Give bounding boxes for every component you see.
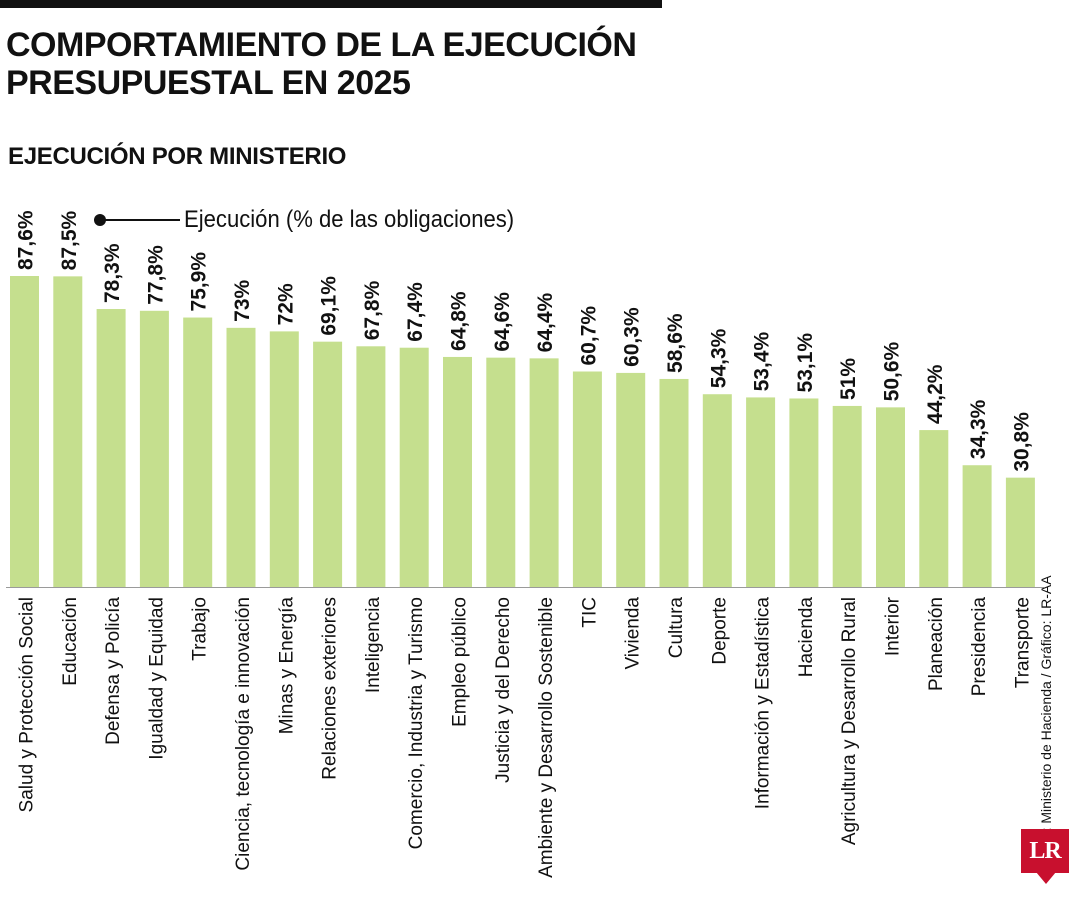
value-label-5: 73% [231, 279, 254, 321]
value-label-21: 44,2% [924, 364, 947, 424]
category-label-8: Inteligencia [363, 597, 384, 694]
bar-16 [702, 394, 732, 587]
category-label-23: Transporte [1012, 597, 1033, 688]
category-label-2: Defensa y Policía [103, 597, 124, 745]
bar-3 [139, 310, 169, 587]
top-rule [0, 0, 662, 8]
value-label-16: 54,3% [707, 328, 730, 388]
value-label-8: 67,8% [361, 280, 384, 340]
bar-19 [832, 405, 862, 587]
category-label-13: TIC [579, 597, 600, 628]
value-label-3: 77,8% [144, 245, 167, 305]
value-label-6: 72% [274, 283, 297, 325]
bar-0 [10, 276, 39, 587]
category-label-3: Igualdad y Equidad [146, 597, 167, 760]
value-label-18: 53,1% [794, 333, 817, 393]
legend-line [104, 219, 180, 221]
category-label-22: Presidencia [969, 597, 990, 697]
category-label-19: Agricultura y Desarrollo Rural [839, 597, 860, 845]
value-label-10: 64,8% [448, 291, 471, 351]
value-label-9: 67,4% [404, 282, 427, 342]
category-label-10: Empleo público [450, 597, 471, 727]
value-label-17: 53,4% [751, 332, 774, 392]
value-label-23: 30,8% [1010, 412, 1033, 472]
bar-15 [659, 378, 689, 587]
value-label-1: 87,5% [58, 210, 81, 270]
chart-title: COMPORTAMIENTO DE LA EJECUCIÓN PRESUPUES… [6, 26, 637, 102]
value-label-19: 51% [837, 358, 860, 400]
lr-logo-tail [1036, 872, 1056, 884]
value-label-22: 34,3% [967, 399, 990, 459]
bar-8 [356, 346, 386, 587]
legend-label: Ejecución (% de las obligaciones) [184, 206, 515, 233]
bar-2 [96, 309, 126, 587]
bar-7 [313, 341, 343, 587]
bar-6 [269, 331, 299, 587]
category-label-7: Relaciones exteriores [320, 597, 341, 780]
bar-11 [486, 357, 516, 587]
category-label-16: Deporte [709, 597, 730, 665]
bar-4 [183, 317, 213, 587]
bar-1 [53, 276, 83, 587]
value-label-13: 60,7% [577, 306, 600, 366]
category-label-15: Cultura [666, 597, 687, 659]
bar-23 [1005, 477, 1035, 587]
value-label-2: 78,3% [101, 243, 124, 303]
category-label-4: Trabajo [190, 597, 211, 661]
value-label-15: 58,6% [664, 313, 687, 373]
category-label-21: Planeación [926, 597, 947, 691]
value-label-0: 87,6% [15, 210, 38, 270]
category-label-12: Ambiente y Desarrollo Sostenible [536, 597, 557, 878]
bar-22 [962, 465, 992, 587]
category-label-9: Comercio, Industria y Turismo [406, 597, 427, 849]
bar-10 [443, 356, 472, 587]
source-note: Fuente: Ministerio de Hacienda / Gráfico… [1038, 575, 1054, 875]
bar-12 [529, 358, 559, 587]
category-label-6: Minas y Energía [276, 597, 297, 735]
bar-17 [746, 397, 776, 587]
value-label-11: 64,6% [491, 292, 514, 352]
value-label-4: 75,9% [188, 252, 211, 312]
value-label-7: 69,1% [318, 276, 341, 336]
category-label-14: Vivienda [623, 597, 644, 670]
category-label-1: Educación [60, 597, 81, 686]
chart-subtitle: EJECUCIÓN POR MINISTERIO [8, 143, 347, 170]
value-label-14: 60,3% [621, 307, 644, 367]
legend-marker-icon [94, 214, 106, 226]
bar-18 [789, 398, 819, 587]
lr-logo: LR [1021, 829, 1069, 873]
bar-14 [616, 372, 646, 587]
category-label-11: Justicia y del Derecho [493, 597, 514, 783]
category-label-17: Información y Estadística [753, 597, 774, 810]
bar-20 [876, 407, 905, 587]
bar-5 [226, 327, 256, 587]
category-label-5: Ciencia, tecnología e innovación [233, 597, 254, 871]
bar-13 [572, 371, 602, 587]
value-label-12: 64,4% [534, 292, 557, 352]
bar-21 [919, 430, 949, 587]
category-label-20: Interior [883, 596, 904, 656]
category-label-18: Hacienda [796, 597, 817, 678]
value-label-20: 50,6% [881, 341, 904, 401]
bar-9 [399, 347, 429, 587]
category-label-0: Salud y Protección Social [17, 597, 38, 812]
